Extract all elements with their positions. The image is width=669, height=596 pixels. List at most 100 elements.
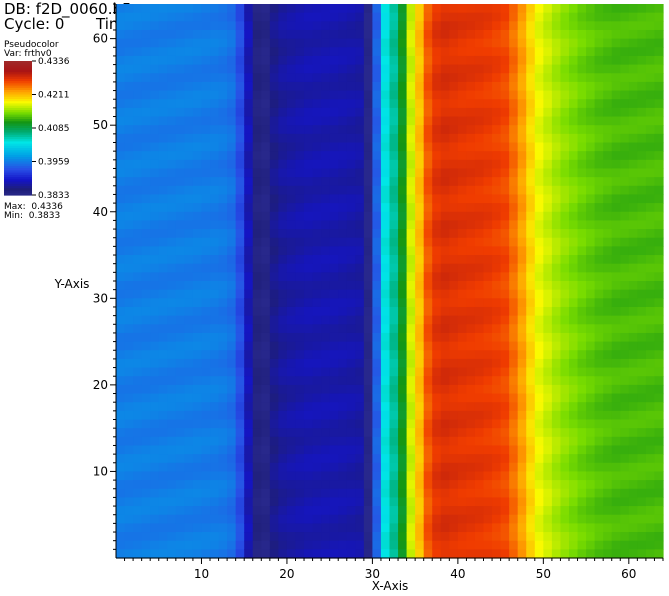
heatmap-cell [474, 428, 485, 438]
heatmap-cell [338, 47, 348, 57]
heatmap-cell [116, 454, 126, 464]
heatmap-cell [432, 246, 442, 256]
heatmap-cell [568, 64, 579, 74]
heatmap-cell [492, 532, 502, 542]
heatmap-cell [321, 194, 331, 204]
heatmap-cell [218, 488, 228, 499]
heatmap-cell [363, 73, 374, 83]
heatmap-cell [141, 497, 151, 507]
heatmap-cell [603, 99, 613, 109]
heatmap-cell [150, 306, 160, 317]
heatmap-cell [654, 29, 664, 40]
heatmap-cell [509, 116, 519, 126]
heatmap-cell [175, 454, 185, 464]
heatmap-cell [611, 272, 621, 282]
heatmap-cell [304, 480, 314, 490]
heatmap-cell [432, 523, 442, 533]
heatmap-cell [474, 47, 485, 57]
heatmap-cell [620, 177, 630, 187]
heatmap-cell [620, 350, 630, 360]
heatmap-cell [218, 185, 228, 196]
heatmap-cell [201, 211, 211, 222]
heatmap-cell [637, 306, 647, 317]
heatmap-cell [492, 220, 502, 230]
heatmap-cell [577, 47, 587, 57]
heatmap-cell [278, 38, 288, 48]
heatmap-cell [218, 341, 228, 351]
heatmap-cell [201, 289, 211, 299]
heatmap-cell [457, 12, 468, 22]
heatmap-cell [517, 125, 527, 135]
heatmap-cell [611, 540, 621, 550]
heatmap-cell [380, 151, 391, 161]
heatmap-cell [509, 471, 519, 481]
heatmap-cell [124, 436, 134, 447]
heatmap-cell [329, 506, 339, 516]
heatmap-cell [321, 151, 331, 161]
heatmap-cell [483, 125, 493, 135]
heatmap-cell [628, 47, 638, 57]
heatmap-cell [167, 462, 177, 473]
heatmap-cell [551, 445, 562, 455]
heatmap-cell [449, 523, 459, 533]
heatmap-cell [372, 454, 382, 464]
heatmap-cell [415, 376, 425, 386]
heatmap-cell [500, 159, 510, 170]
heatmap-cell [244, 324, 254, 334]
heatmap-cell [218, 55, 228, 66]
heatmap-cell [398, 151, 408, 161]
heatmap-cell [227, 168, 237, 178]
heatmap-cell [380, 506, 391, 516]
heatmap-cell [380, 454, 391, 464]
heatmap-cell [560, 55, 570, 66]
heatmap-cell [500, 203, 510, 213]
heatmap-cell [492, 471, 502, 481]
heatmap-cell [620, 393, 630, 403]
heatmap-cell [594, 99, 604, 109]
heatmap-cell [603, 73, 613, 83]
heatmap-cell [312, 436, 322, 447]
heatmap-cell [586, 107, 596, 118]
heatmap-cell [124, 203, 134, 213]
heatmap-cell [492, 185, 502, 196]
heatmap-cell [269, 38, 279, 48]
heatmap-cell [312, 549, 322, 559]
heatmap-cell [321, 99, 331, 109]
heatmap-cell [141, 125, 151, 135]
heatmap-cell [321, 306, 331, 317]
heatmap-cell [586, 506, 596, 516]
heatmap-cell [192, 410, 203, 421]
heatmap-cell [628, 549, 638, 559]
heatmap-cell [304, 298, 314, 308]
heatmap-cell [380, 38, 391, 48]
heatmap-cell [551, 55, 562, 66]
heatmap-cell [440, 64, 450, 74]
heatmap-cell [278, 471, 288, 481]
heatmap-cell [346, 419, 356, 429]
heatmap-cell [560, 419, 570, 429]
heatmap-cell [645, 55, 656, 66]
heatmap-cell [304, 116, 314, 126]
heatmap-cell [586, 168, 596, 178]
heatmap-cell [466, 133, 476, 144]
heatmap-cell [628, 133, 638, 144]
heatmap-cell [568, 480, 579, 490]
heatmap-cell [628, 445, 638, 455]
heatmap-cell [466, 237, 476, 247]
heatmap-cell [201, 255, 211, 265]
heatmap-cell [500, 73, 510, 83]
heatmap-cell [423, 384, 433, 395]
heatmap-cell [389, 220, 399, 230]
heatmap-cell [295, 428, 305, 438]
heatmap-cell [517, 133, 527, 144]
heatmap-cell [210, 64, 220, 74]
heatmap-cell [423, 306, 433, 317]
heatmap-cell [645, 116, 656, 126]
heatmap-cell [474, 73, 485, 83]
heatmap-cell [577, 99, 587, 109]
heatmap-cell [312, 203, 322, 213]
heatmap-cell [483, 246, 493, 256]
heatmap-cell [227, 177, 237, 187]
heatmap-cell [124, 350, 134, 360]
heatmap-cell [201, 462, 211, 473]
